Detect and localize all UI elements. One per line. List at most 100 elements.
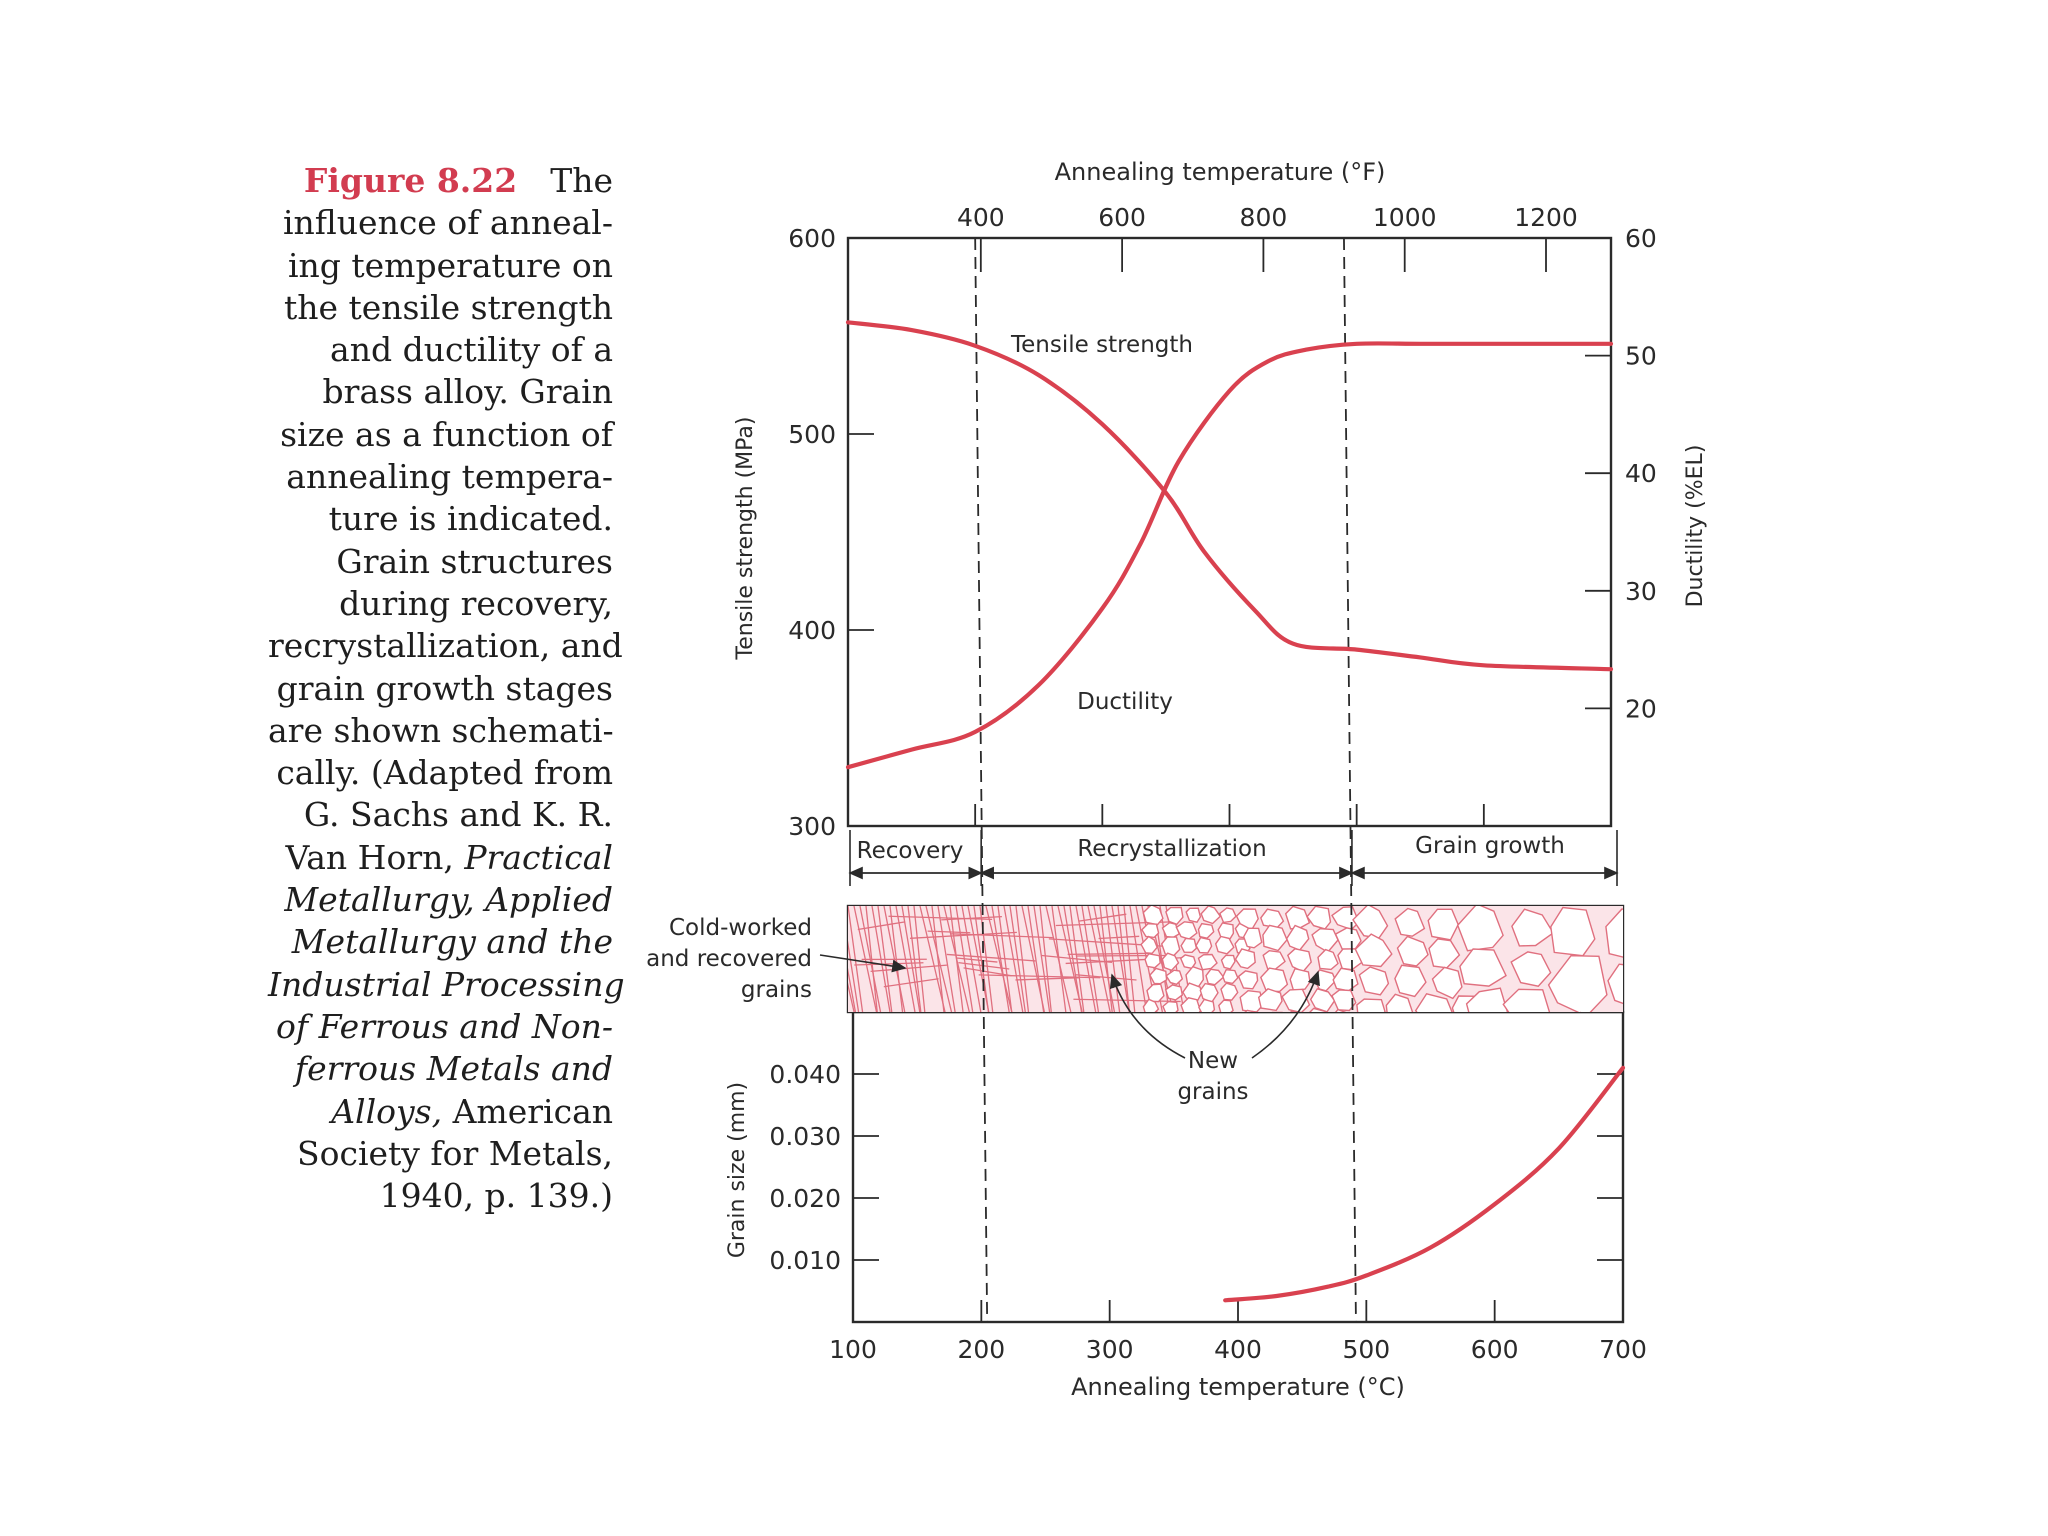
caption-text: during recovery,: [339, 583, 613, 623]
caption-text: influence of anneal-: [282, 203, 613, 243]
cold-worked-hatch: [812, 906, 829, 1012]
caption-text: The: [550, 161, 613, 200]
grain: [1214, 935, 1235, 955]
caption-line: Figure 8.22 The: [268, 160, 613, 202]
figure-number: Figure 8.22: [303, 161, 518, 200]
caption-text: the tensile strength: [283, 287, 613, 327]
grain: [1220, 954, 1236, 970]
data-curves: [845, 320, 1626, 1303]
caption-text: Industrial Processing: [268, 964, 625, 1004]
grain: [1180, 937, 1198, 954]
bottom-x-tick-label: 100: [829, 1335, 877, 1364]
cold-worked-hatch: [824, 906, 835, 1012]
grain: [1242, 927, 1263, 949]
tensile-tick-label: 300: [788, 812, 836, 841]
grain: [1146, 983, 1165, 1003]
grain: [1200, 1015, 1216, 1031]
cold-worked-label-line3: grains: [741, 977, 812, 1003]
caption-text: ture is indicated.: [328, 499, 613, 539]
grain: [1198, 998, 1216, 1012]
top-x-tick-label: 800: [1240, 203, 1288, 232]
grain: [1331, 989, 1357, 1012]
caption-line: size as a function of: [268, 414, 613, 456]
grain-size-tick-label: 0.040: [769, 1060, 841, 1089]
caption-line: influence of anneal-: [268, 202, 613, 244]
cold-worked-hatch: [925, 906, 953, 1012]
caption-line: the tensile strength: [268, 287, 613, 329]
grain: [1456, 906, 1504, 952]
elongated-grain-boundary: [883, 978, 939, 988]
grain: [1309, 987, 1336, 1012]
new-grains-pointer-right: [1251, 970, 1320, 1059]
caption-text: annealing tempera-: [286, 457, 613, 497]
caption-text: G. Sachs and K. R.: [303, 795, 613, 835]
caption-text: ferrous Metals and: [294, 1049, 613, 1089]
stage-boundary-lines: [848, 237, 1619, 1323]
caption-line: G. Sachs and K. R.: [268, 794, 613, 836]
caption-text: American: [442, 1091, 613, 1131]
grain-size-tick-label: 0.010: [769, 1246, 841, 1275]
bottom-x-tick-label: 700: [1599, 1335, 1647, 1364]
tensile-tick-label: 400: [788, 616, 836, 645]
cold-worked-hatch: [1039, 906, 1052, 1012]
grain: [1162, 1000, 1179, 1012]
ductility-tick-label: 20: [1625, 694, 1657, 723]
caption-line: Van Horn, Practical: [268, 837, 613, 879]
caption-line: Metallurgy, Applied: [268, 879, 613, 921]
grain-structure-band: [812, 906, 1623, 1056]
caption-text: and ductility of a: [330, 330, 613, 370]
caption-text: of Ferrous and Non-: [276, 1006, 613, 1046]
caption-line: 1940, p. 139.): [268, 1175, 613, 1217]
elongated-grain-boundary: [1041, 954, 1113, 964]
new-grains-label-line2: grains: [1177, 1079, 1248, 1105]
grain: [1144, 953, 1161, 969]
cold-worked-hatch: [1087, 906, 1111, 1012]
caption-text: 1940, p. 139.): [379, 1176, 613, 1216]
elongated-grain-boundary: [963, 967, 1012, 977]
caption-line: Grain structures: [268, 541, 613, 583]
cold-worked-hatch: [937, 906, 956, 1012]
elongated-grain-boundary: [978, 974, 1101, 979]
grain: [1195, 936, 1213, 954]
grain: [1197, 953, 1218, 971]
caption-text: brass alloy. Grain: [322, 372, 613, 412]
axis-ticks: [848, 238, 1624, 1322]
grain: [1368, 1029, 1396, 1054]
grain: [1465, 987, 1509, 1012]
grain: [1605, 908, 1623, 958]
elongated-grain-boundary: [1015, 977, 1080, 981]
bottom-axis-title: Annealing temperature (°C): [1071, 1373, 1405, 1401]
caption-line: Alloys, American: [268, 1091, 613, 1133]
grain: [1185, 907, 1202, 923]
cold-worked-hatch: [1051, 906, 1067, 1012]
grain-size-axis-title: Grain size (mm): [725, 1082, 750, 1258]
caption-line: Industrial Processing: [268, 964, 625, 1006]
ductility-tick-label: 50: [1625, 342, 1657, 371]
elongated-grain-boundary: [888, 915, 993, 921]
grain: [1317, 948, 1339, 971]
figure-caption: Figure 8.22 The influence of anneal-ing t…: [268, 160, 625, 1217]
cold-worked-hatch: [985, 906, 1013, 1012]
caption-text: recrystallization, and: [268, 626, 623, 666]
elongated-grain-boundary: [1067, 952, 1149, 956]
bottom-x-tick-label: 300: [1086, 1335, 1134, 1364]
caption-line: are shown schemati-: [268, 710, 614, 752]
caption-text: Van Horn,: [285, 837, 465, 877]
grain: [1437, 1024, 1472, 1056]
new-grains-label-line1: New: [1188, 1048, 1238, 1074]
grain: [1222, 968, 1239, 985]
caption-text: are shown schemati-: [268, 710, 614, 750]
stage-label-grain-growth: Grain growth: [1415, 833, 1565, 859]
top-x-tick-label: 1200: [1514, 203, 1578, 232]
ductility-axis-title: Ductility (%EL): [1683, 445, 1708, 608]
grain: [1197, 922, 1215, 939]
tensile-curve-label: Tensile strength: [1010, 332, 1193, 358]
grain: [1401, 1027, 1434, 1056]
caption-line: of Ferrous and Non-: [268, 1006, 613, 1048]
grain: [1141, 922, 1160, 939]
grain: [1165, 906, 1184, 926]
ductility-tick-label: 40: [1625, 459, 1657, 488]
top-x-tick-label: 400: [957, 203, 1005, 232]
grain: [1547, 954, 1608, 1012]
ductility-tick-label: 60: [1625, 224, 1657, 253]
